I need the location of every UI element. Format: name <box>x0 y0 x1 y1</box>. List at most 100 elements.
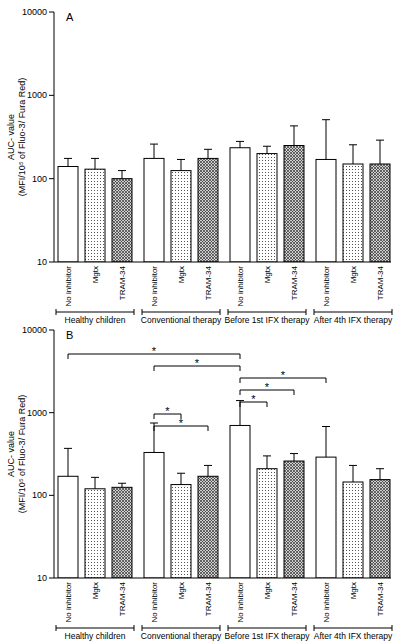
x-tick-label: TRAM-34 <box>204 265 213 300</box>
group-label: Conventional therapy <box>141 315 222 325</box>
bar <box>144 452 164 578</box>
error-bar <box>236 141 244 147</box>
panel-title: B <box>66 329 73 341</box>
panel: AUC- value(MFI/10⁵ of Fluo-3/ Fura Red)1… <box>6 325 393 641</box>
bar <box>230 425 250 578</box>
bar <box>370 164 390 262</box>
x-tick-label: TRAM-34 <box>290 581 299 616</box>
x-tick-label: No inhibitor <box>236 266 245 307</box>
bar <box>85 489 105 578</box>
x-tick-label: Mgtx <box>263 582 272 599</box>
group-label: After 4th IFX therapy <box>314 315 393 325</box>
error-bar <box>322 120 330 160</box>
y-axis-title: AUC- value(MFI/10⁵ of Fluo-3/ Fura Red) <box>6 78 27 196</box>
x-tick-label: Mgtx <box>177 266 186 283</box>
error-bar <box>349 465 357 482</box>
error-bar <box>177 473 185 484</box>
y-tick-label: 100 <box>32 174 47 184</box>
error-bar <box>118 483 126 487</box>
x-tick-label: No inhibitor <box>150 582 159 623</box>
bar <box>58 166 78 262</box>
bar <box>343 482 363 578</box>
x-tick-label: No inhibitor <box>322 266 331 307</box>
error-bar <box>204 149 212 158</box>
y-tick <box>49 495 54 496</box>
x-tick-label: No inhibitor <box>64 582 73 623</box>
group-label: Healthy children <box>65 315 126 325</box>
x-tick-label: Mgtx <box>91 266 100 283</box>
group-label: After 4th IFX therapy <box>314 631 393 641</box>
y-tick-label: 10000 <box>22 325 47 335</box>
x-tick-label: TRAM-34 <box>204 581 213 616</box>
y-tick-label: 1000 <box>27 408 47 418</box>
bar <box>171 171 191 262</box>
x-tick-label: No inhibitor <box>150 266 159 307</box>
x-tick-label: TRAM-34 <box>290 265 299 300</box>
figure: AUC- value(MFI/10⁵ of Fluo-3/ Fura Red)1… <box>0 0 393 644</box>
error-bar <box>290 126 298 146</box>
bar <box>144 158 164 262</box>
bar <box>112 487 132 578</box>
significance-label: * <box>179 417 184 429</box>
significance-label: * <box>165 405 170 417</box>
significance-label: * <box>152 345 157 357</box>
x-tick-label: Mgtx <box>263 266 272 283</box>
group-label: Conventional therapy <box>141 631 222 641</box>
error-bar <box>376 469 384 480</box>
error-bar <box>118 171 126 179</box>
x-tick-label: TRAM-34 <box>376 581 385 616</box>
significance-label: * <box>195 357 200 369</box>
significance-label: * <box>281 369 286 381</box>
bar <box>284 146 304 262</box>
bar <box>85 169 105 262</box>
error-bar <box>376 140 384 164</box>
y-tick <box>49 262 54 263</box>
error-bar <box>263 456 271 469</box>
bar <box>257 154 277 262</box>
error-bar <box>290 454 298 461</box>
error-bar <box>91 477 99 488</box>
x-tick-label: No inhibitor <box>236 582 245 623</box>
bar <box>58 476 78 578</box>
error-bar <box>64 448 72 476</box>
x-tick-label: Mgtx <box>177 582 186 599</box>
group-label: Before 1st IFX therapy <box>224 315 310 325</box>
y-tick-label: 10 <box>37 573 47 583</box>
bar <box>370 480 390 578</box>
x-tick-label: No inhibitor <box>322 582 331 623</box>
x-tick-label: TRAM-34 <box>118 265 127 300</box>
bar <box>198 158 218 262</box>
significance-label: * <box>251 393 256 405</box>
significance-label: * <box>265 381 270 393</box>
plot-area <box>58 120 390 262</box>
y-tick-label: 10 <box>37 257 47 267</box>
x-tick-label: Mgtx <box>349 582 358 599</box>
bar <box>171 485 191 578</box>
group-label: Before 1st IFX therapy <box>224 631 310 641</box>
x-tick-label: Mgtx <box>349 266 358 283</box>
error-bar <box>150 144 158 158</box>
x-tick-label: No inhibitor <box>64 266 73 307</box>
bar <box>284 461 304 578</box>
error-bar <box>177 159 185 170</box>
y-axis-title: AUC- value(MFI/10⁵ of Fluo-3/ Fura Red) <box>6 395 27 513</box>
bar <box>316 159 336 262</box>
y-tick-label: 10000 <box>22 7 47 17</box>
x-axis <box>54 578 391 579</box>
error-bar <box>349 145 357 164</box>
bar <box>230 148 250 262</box>
x-tick-label: TRAM-34 <box>376 265 385 300</box>
y-tick-label: 100 <box>32 490 47 500</box>
bar <box>343 164 363 262</box>
plot-area <box>58 401 390 578</box>
y-tick <box>49 12 54 13</box>
y-tick <box>49 95 54 96</box>
bar <box>112 179 132 262</box>
error-bar <box>322 427 330 458</box>
error-bar <box>263 146 271 153</box>
error-bar <box>204 465 212 476</box>
x-tick-label: Mgtx <box>91 582 100 599</box>
panel-title: A <box>66 11 74 23</box>
y-tick-label: 1000 <box>27 90 47 100</box>
y-tick <box>49 578 54 579</box>
